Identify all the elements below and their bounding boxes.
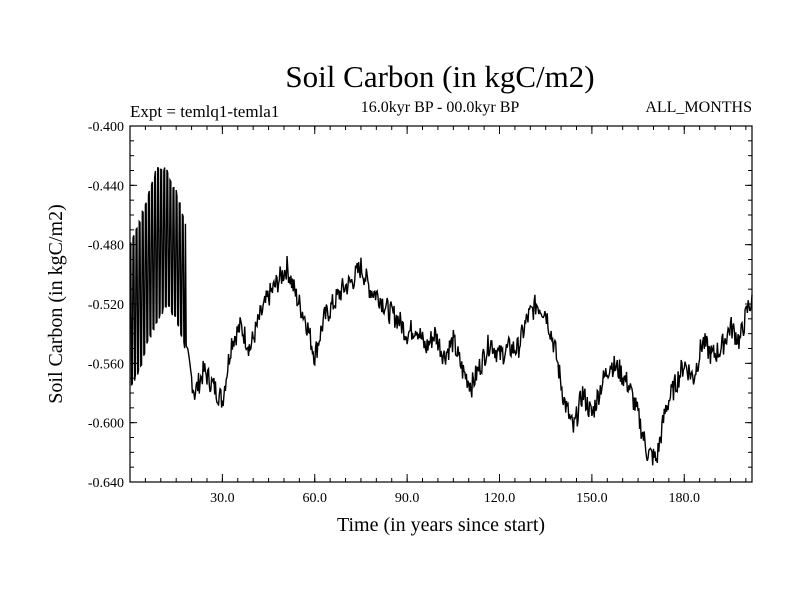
x-axis-label: Time (in years since start) [337,514,545,536]
period-label: ALL_MONTHS [645,99,752,116]
x-tick-label: 150.0 [576,491,608,506]
y-tick-label: -0.640 [88,476,124,491]
x-tick-label: 180.0 [669,491,701,506]
y-tick-label: -0.480 [88,239,124,254]
y-tick-label: -0.600 [88,417,124,432]
chart-subtitle: 16.0kyr BP - 00.0kyr BP [361,99,520,116]
series-layer [129,166,753,466]
y-tick-label: -0.400 [88,120,124,135]
plot-frame [129,125,753,483]
x-tick-label: 90.0 [395,491,420,506]
y-tick-label: -0.560 [88,357,124,372]
experiment-label: Expt = temlq1-temla1 [130,102,279,121]
y-axis-label: Soil Carbon (in kgC/m2) [45,204,67,403]
tick-layer: -0.400 -0.440 -0.480 -0.520 -0.560 -0.600 -0.6… [88,120,752,506]
x-tick-label: 60.0 [303,491,328,506]
y-tick-label: -0.440 [88,179,124,194]
x-tick-label: 120.0 [484,491,516,506]
chart-title: Soil Carbon (in kgC/m2) [285,59,594,94]
series-line [129,166,753,466]
y-tick-label: -0.520 [88,298,124,313]
x-tick-label: 30.0 [210,491,235,506]
